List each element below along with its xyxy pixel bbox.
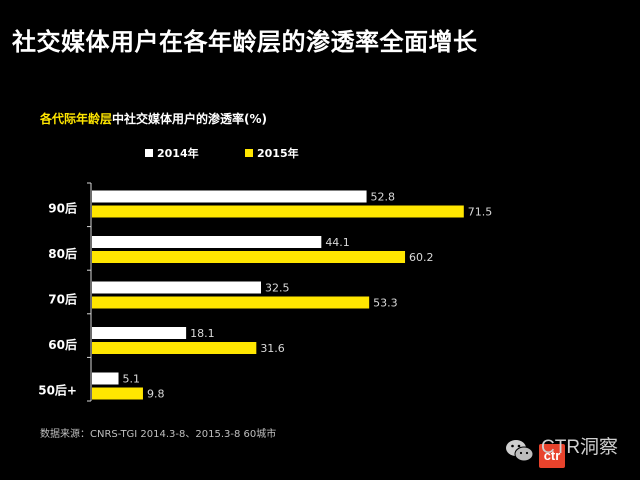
data-label: 44.1: [325, 236, 350, 249]
bar-0-3: [92, 327, 187, 339]
page-title: 社交媒体用户在各年龄层的渗透率全面增长: [12, 28, 478, 56]
ctr-logo: ctr: [539, 444, 565, 468]
bar-1-1: [92, 251, 406, 263]
bar-1-0: [92, 205, 464, 218]
legend-swatch-0: [145, 149, 153, 157]
data-label: 71.5: [468, 206, 493, 219]
wechat-icon: [506, 440, 534, 462]
bar-1-3: [92, 342, 257, 354]
bar-1-2: [92, 296, 370, 309]
category-label: 60后: [48, 337, 77, 352]
bar-0-1: [92, 236, 322, 248]
data-label: 5.1: [123, 373, 140, 386]
bar-0-0: [92, 190, 367, 203]
category-label: 70后: [48, 292, 77, 307]
category-label: 90后: [48, 201, 77, 216]
category-label: 80后: [48, 246, 77, 261]
data-label: 32.5: [265, 282, 290, 295]
data-label: 18.1: [190, 327, 215, 340]
bar-0-4: [92, 372, 119, 385]
data-label: 53.3: [373, 297, 398, 310]
data-label: 52.8: [371, 191, 396, 204]
legend-swatch-1: [245, 149, 253, 157]
source-note: 数据来源：CNRS-TGI 2014.3-8、2015.3-8 60城市: [40, 429, 277, 440]
bar-1-4: [92, 387, 143, 400]
brand-area: ctr CTR洞察: [505, 432, 635, 472]
bar-0-2: [92, 281, 261, 294]
legend-label-1: 2015年: [257, 146, 299, 160]
brand-name: CTR洞察: [541, 437, 619, 458]
chart-title-highlight: 各代际年龄层: [40, 112, 113, 126]
legend-label-0: 2014年: [157, 146, 199, 160]
data-label: 9.8: [147, 388, 165, 401]
chart-title-rest: 中社交媒体用户的渗透率(%): [112, 112, 268, 126]
category-label: 50后+: [38, 383, 77, 398]
chart-title: 各代际年龄层中社交媒体用户的渗透率(%): [40, 110, 267, 127]
data-label: 31.6: [260, 342, 285, 355]
data-label: 60.2: [409, 251, 434, 264]
